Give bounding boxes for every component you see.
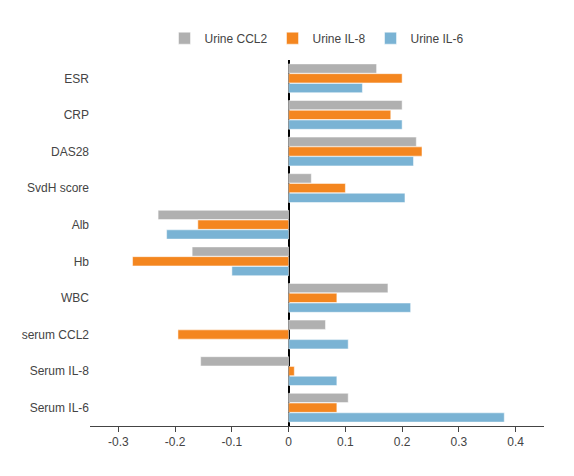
svg-text:Hb: Hb: [74, 254, 90, 268]
svg-text:Alb: Alb: [72, 218, 90, 232]
svg-text:Serum IL-8: Serum IL-8: [30, 364, 90, 378]
svg-text:DAS28: DAS28: [51, 145, 89, 159]
svg-text:serum CCL2: serum CCL2: [22, 328, 90, 342]
svg-text:WBC: WBC: [61, 291, 89, 305]
svg-text:Urine IL-6: Urine IL-6: [411, 32, 464, 46]
svg-text:0: 0: [285, 435, 292, 449]
svg-text:SvdH score: SvdH score: [27, 181, 89, 195]
svg-text:0.1: 0.1: [337, 435, 354, 449]
svg-text:Serum IL-6: Serum IL-6: [30, 401, 90, 415]
svg-text:ESR: ESR: [64, 72, 89, 86]
svg-text:0.4: 0.4: [507, 435, 524, 449]
svg-text:-0.1: -0.1: [222, 435, 243, 449]
svg-text:Urine CCL2: Urine CCL2: [205, 32, 268, 46]
svg-text:-0.3: -0.3: [108, 435, 129, 449]
svg-text:-0.2: -0.2: [165, 435, 186, 449]
svg-text:0.3: 0.3: [451, 435, 468, 449]
svg-text:CRP: CRP: [64, 108, 89, 122]
svg-text:Urine IL-8: Urine IL-8: [313, 32, 366, 46]
svg-text:0.2: 0.2: [394, 435, 411, 449]
